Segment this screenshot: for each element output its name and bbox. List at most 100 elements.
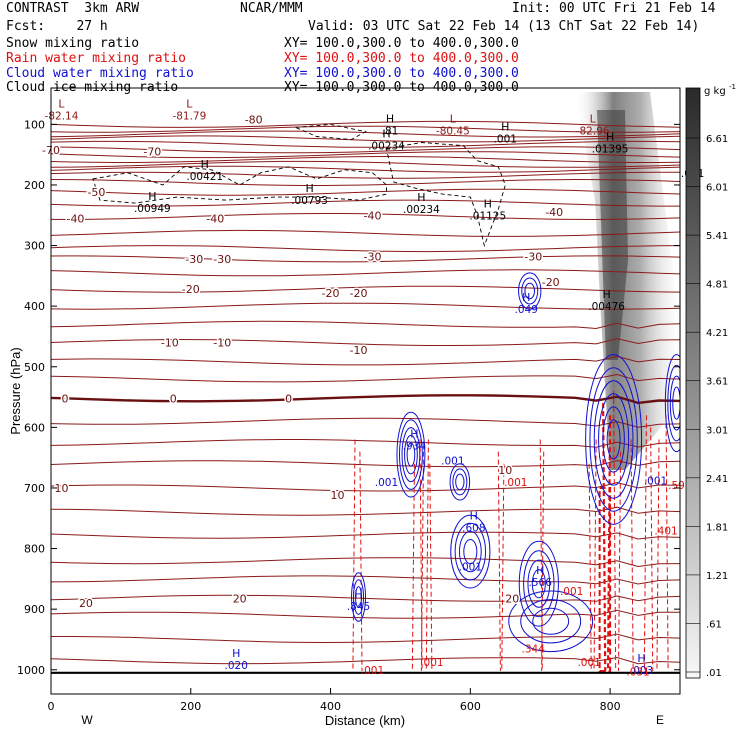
cloud-water-contour [521, 277, 539, 305]
isotherm-line [51, 213, 680, 221]
rain-water-contour [665, 415, 669, 671]
extremum-value: .049 [515, 304, 538, 316]
isotherm-line [51, 633, 680, 644]
isotherm-label: 10 [498, 464, 512, 477]
rain-water-contour [352, 439, 356, 671]
extremum-mark: H [354, 588, 362, 601]
field-label-snow: Snow mixing ratio [6, 36, 140, 51]
x-end-east: E [656, 713, 664, 727]
colorbar-label: 2.41 [706, 474, 728, 485]
extremum-mark: H [148, 190, 156, 203]
cloud-water-contour [527, 559, 551, 608]
isotherm-line [51, 171, 680, 179]
rain-water-contour [359, 451, 363, 671]
y-tick-label: 400 [24, 300, 45, 313]
extremum-mark: H [201, 158, 209, 171]
org-label: NCAR/MMM [240, 1, 303, 16]
isotherm-line [51, 146, 680, 154]
cloud-water-contour [593, 380, 634, 499]
cloud-water-contour [353, 579, 365, 615]
extremum-value: -82.14 [45, 110, 79, 122]
isotherm-line [51, 439, 680, 448]
extremum-mark: H [410, 428, 418, 441]
cloud-water-contour [454, 522, 487, 581]
extremum-value: .00234 [403, 204, 440, 216]
isotherm-line [51, 373, 680, 383]
contour-value-label: .001 [504, 477, 527, 489]
isotherm-label: -10 [350, 344, 368, 357]
x-tick-label: 600 [460, 700, 481, 713]
extremum-mark: L [58, 97, 65, 110]
contour-value-label: .401 [654, 525, 677, 537]
contour-value-label: .344 [522, 644, 546, 656]
colorbar-label: 4.21 [706, 328, 728, 339]
extremum-value: .608 [462, 522, 485, 534]
y-tick-label: 500 [24, 361, 45, 374]
rain-water-contour [541, 451, 545, 671]
cloud-water-contour [606, 419, 621, 460]
isotherm-label: -30 [213, 253, 231, 266]
isotherm-label: -40 [364, 209, 382, 222]
extremum-mark: H [305, 182, 313, 195]
extremum-mark: H [602, 288, 610, 301]
isotherm-line [51, 338, 680, 346]
isotherm-label: -40 [66, 212, 84, 225]
cloud-water-contour [463, 538, 478, 565]
isotherm-label: -70 [143, 146, 161, 159]
isotherm-label: -50 [87, 186, 105, 199]
isotherm-label: 10 [54, 482, 68, 495]
isotherm-label: -40 [206, 212, 224, 225]
cloud-water-contour [401, 427, 421, 483]
contour-value-label: .001 [644, 476, 667, 488]
contour-value-label: .001 [361, 665, 384, 677]
plot-frame [50, 87, 681, 695]
contour-value-label: .001 [375, 477, 398, 489]
rain-water-contour [588, 463, 592, 671]
cloud-water-contour [404, 434, 418, 475]
extremum-value: .566 [529, 577, 553, 589]
isotherm-line [51, 135, 680, 143]
cloud-water-contour [667, 364, 680, 442]
contour-value-label: .031 [626, 667, 649, 679]
colorbar-label: 1.81 [706, 522, 728, 533]
extremum-mark: H [386, 112, 394, 125]
isotherm-line [51, 302, 680, 310]
isotherm-line [51, 199, 680, 207]
rain-water-contour [656, 439, 660, 671]
x-axis-label: Distance (km) [325, 713, 405, 728]
isotherm-label: 0 [170, 392, 177, 405]
y-tick-label: 200 [24, 179, 45, 192]
extremum-mark: H [501, 120, 509, 133]
extremum-mark: H [417, 191, 425, 204]
field-label-cloudwater: Cloud water mixing ratio [6, 66, 194, 81]
cloud-water-contour [518, 540, 559, 627]
colorbar-label: 6.01 [706, 183, 728, 194]
cloud-water-contour [523, 550, 555, 618]
field-xy-snow: XY= 100.0,300.0 to 400.0,300.0 [284, 36, 519, 51]
isotherm-label: 20 [233, 592, 247, 605]
rain-water-contour [420, 451, 425, 671]
isotherm-line [51, 125, 680, 133]
rain-core [598, 486, 612, 672]
extremum-value: .00476 [588, 301, 625, 313]
y-axis-label: Pressure (hPa) [8, 347, 23, 434]
rain-water-contour [643, 415, 647, 671]
cloud-water-contour [455, 473, 465, 491]
isotherm-label: -20 [182, 283, 200, 296]
extremum-value: -82.96 [576, 125, 610, 137]
rain-water-contour [606, 415, 612, 671]
extremum-value: -80.45 [436, 125, 470, 137]
rain-water-contour [613, 390, 617, 671]
isotherm-line [51, 482, 680, 492]
extremum-mark: H [484, 197, 492, 210]
model-title: CONTRAST 3km ARW [6, 1, 140, 16]
colorbar-label: 6.61 [706, 134, 728, 145]
colorbar-unit: g kg [704, 86, 726, 97]
rain-water-contour [497, 451, 501, 671]
isotherm-line [51, 269, 680, 277]
cloud-water-contour [351, 572, 366, 622]
isotherm-label: 0 [61, 392, 68, 405]
cloud-water-contour [406, 442, 416, 467]
isotherm-line [51, 656, 680, 665]
isotherm-line [51, 417, 680, 428]
